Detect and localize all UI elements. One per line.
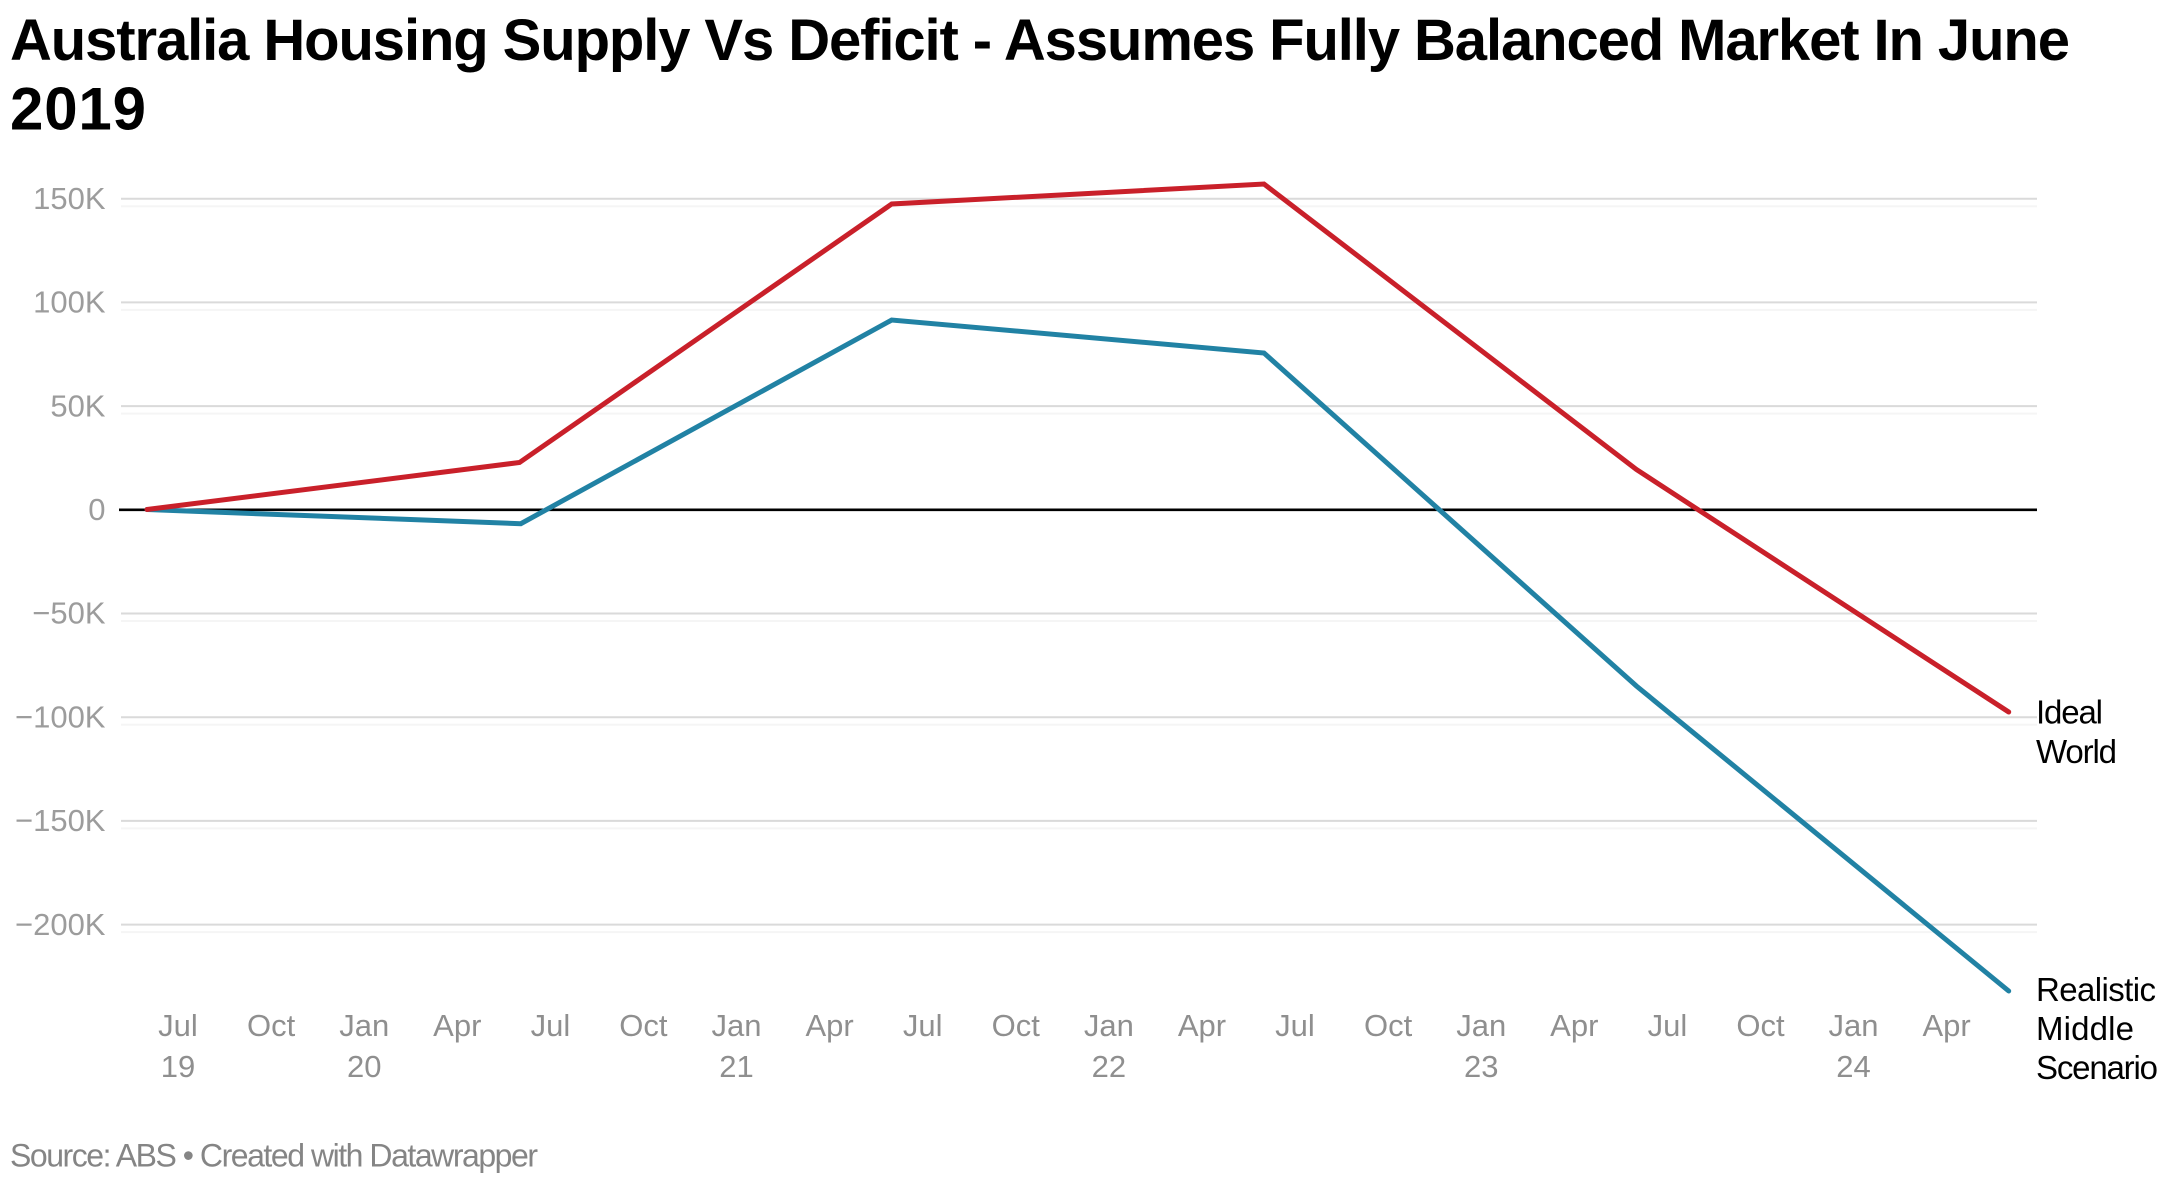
svg-text:19: 19 xyxy=(161,1049,195,1084)
svg-text:23: 23 xyxy=(1464,1049,1498,1084)
svg-text:Apr: Apr xyxy=(1178,1008,1226,1043)
svg-text:2019: 2019 xyxy=(10,76,146,143)
svg-text:100K: 100K xyxy=(33,285,106,320)
svg-text:Jul: Jul xyxy=(903,1008,943,1043)
svg-text:Apr: Apr xyxy=(805,1008,853,1043)
svg-text:−50K: −50K xyxy=(32,596,106,631)
svg-text:Realistic: Realistic xyxy=(2036,971,2156,1008)
svg-text:Jan: Jan xyxy=(1456,1008,1506,1043)
svg-text:150K: 150K xyxy=(33,181,106,216)
svg-text:Apr: Apr xyxy=(433,1008,481,1043)
svg-text:Jan: Jan xyxy=(1829,1008,1879,1043)
svg-text:0: 0 xyxy=(88,492,105,527)
svg-text:Oct: Oct xyxy=(247,1008,296,1043)
svg-text:Apr: Apr xyxy=(1550,1008,1598,1043)
svg-text:Scenario: Scenario xyxy=(2036,1049,2158,1086)
svg-text:Oct: Oct xyxy=(1364,1008,1413,1043)
svg-text:Middle: Middle xyxy=(2036,1010,2134,1047)
svg-text:20: 20 xyxy=(347,1049,381,1084)
svg-text:Jan: Jan xyxy=(339,1008,389,1043)
svg-text:Oct: Oct xyxy=(619,1008,668,1043)
svg-text:−200K: −200K xyxy=(15,907,106,942)
svg-text:Jan: Jan xyxy=(1084,1008,1134,1043)
svg-text:Source: ABS • Created with Dat: Source: ABS • Created with Datawrapper xyxy=(10,1138,538,1174)
svg-text:Jan: Jan xyxy=(712,1008,762,1043)
svg-text:Jul: Jul xyxy=(1648,1008,1688,1043)
svg-text:Ideal: Ideal xyxy=(2036,694,2103,731)
svg-text:24: 24 xyxy=(1836,1049,1870,1084)
svg-text:−150K: −150K xyxy=(15,803,106,838)
svg-text:Oct: Oct xyxy=(1736,1008,1785,1043)
svg-text:Jul: Jul xyxy=(158,1008,198,1043)
svg-text:−100K: −100K xyxy=(15,699,106,734)
svg-text:World: World xyxy=(2036,733,2117,770)
svg-text:Apr: Apr xyxy=(1922,1008,1970,1043)
svg-text:Jul: Jul xyxy=(531,1008,571,1043)
svg-text:Oct: Oct xyxy=(992,1008,1041,1043)
svg-text:22: 22 xyxy=(1092,1049,1126,1084)
svg-text:21: 21 xyxy=(719,1049,753,1084)
svg-text:Jul: Jul xyxy=(1275,1008,1315,1043)
svg-text:50K: 50K xyxy=(50,388,105,423)
svg-text:Australia Housing Supply Vs De: Australia Housing Supply Vs Deficit - As… xyxy=(10,8,2070,73)
